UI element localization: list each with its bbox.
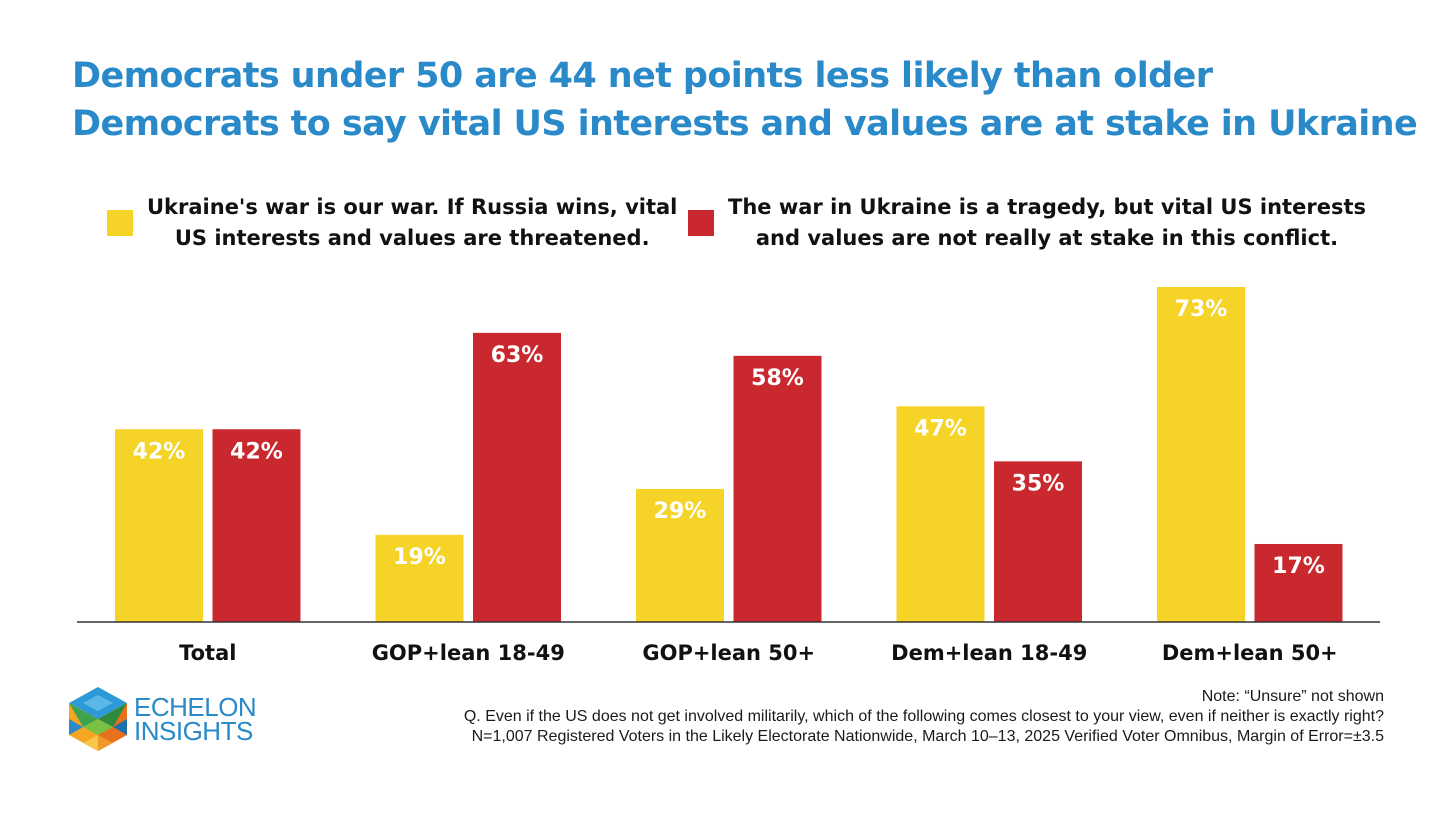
bar-red-2 bbox=[733, 355, 822, 622]
legend-label-red: The war in Ukraine is a tragedy, but vit… bbox=[728, 192, 1366, 254]
footnote: Note: “Unsure” not shown Q. Even if the … bbox=[464, 687, 1384, 747]
logo-word-1: ECHELON bbox=[134, 692, 257, 722]
data-label-yellow-4: 73% bbox=[1175, 297, 1228, 322]
bar-yellow-2 bbox=[636, 488, 724, 622]
bar-red-4 bbox=[1254, 543, 1343, 622]
title-line-2: Democrats to say vital US interests and … bbox=[72, 104, 1418, 144]
data-label-red-3: 35% bbox=[1012, 471, 1065, 496]
bar-yellow-4 bbox=[1157, 287, 1245, 622]
data-label-yellow-3: 47% bbox=[914, 416, 967, 441]
data-label-yellow-2: 29% bbox=[654, 499, 707, 524]
echelon-insights-logo: ECHELON INSIGHTS bbox=[66, 686, 257, 752]
legend-swatch-red bbox=[688, 210, 714, 236]
category-label-1: GOP+lean 18-49 bbox=[372, 641, 565, 665]
bar-yellow-1 bbox=[375, 534, 464, 622]
data-label-red-2: 58% bbox=[751, 366, 804, 391]
bar-chart: 42% 42% Total 19% 63% GOP+lean 18-49 29% 58% GOP… bbox=[77, 287, 1380, 665]
data-label-red-1: 63% bbox=[491, 343, 544, 368]
legend-label-yellow-line-1: Ukraine's war is our war. If Russia wins… bbox=[147, 195, 678, 219]
footnote-question: Q. Even if the US does not get involved … bbox=[463, 708, 1384, 725]
bar-red-3 bbox=[994, 461, 1082, 622]
bar-red-1 bbox=[473, 332, 561, 622]
bar-yellow-3 bbox=[896, 406, 985, 622]
data-label-red-0: 42% bbox=[230, 439, 283, 464]
data-label-red-4: 17% bbox=[1272, 554, 1325, 579]
category-label-4: Dem+lean 50+ bbox=[1162, 641, 1338, 665]
data-label-yellow-1: 19% bbox=[393, 545, 446, 570]
bar-yellow-0 bbox=[115, 429, 203, 622]
chart-title: Democrats under 50 are 44 net points les… bbox=[72, 52, 1432, 148]
footnote-note: Note: “Unsure” not shown bbox=[1201, 688, 1384, 705]
footnote-sample: N=1,007 Registered Voters in the Likely … bbox=[471, 728, 1384, 745]
category-label-0: Total bbox=[179, 641, 236, 665]
legend-label-yellow-line-2: US interests and values are threatened. bbox=[174, 226, 650, 250]
legend-label-red-line-1: The war in Ukraine is a tragedy, but vit… bbox=[728, 195, 1366, 219]
title-line-1: Democrats under 50 are 44 net points les… bbox=[72, 56, 1213, 96]
bar-red-0 bbox=[212, 429, 301, 622]
logo-word-2: INSIGHTS bbox=[134, 716, 253, 746]
legend-item-red: The war in Ukraine is a tragedy, but vit… bbox=[688, 192, 1366, 254]
category-label-2: GOP+lean 50+ bbox=[642, 641, 815, 665]
legend-label-red-line-2: and values are not really at stake in th… bbox=[755, 226, 1339, 250]
category-label-3: Dem+lean 18-49 bbox=[891, 641, 1087, 665]
legend-label-yellow: Ukraine's war is our war. If Russia wins… bbox=[147, 192, 677, 254]
legend-swatch-yellow bbox=[107, 210, 133, 236]
data-label-yellow-0: 42% bbox=[133, 439, 186, 464]
legend-item-yellow: Ukraine's war is our war. If Russia wins… bbox=[107, 192, 677, 254]
logo-cube-icon bbox=[69, 687, 127, 751]
